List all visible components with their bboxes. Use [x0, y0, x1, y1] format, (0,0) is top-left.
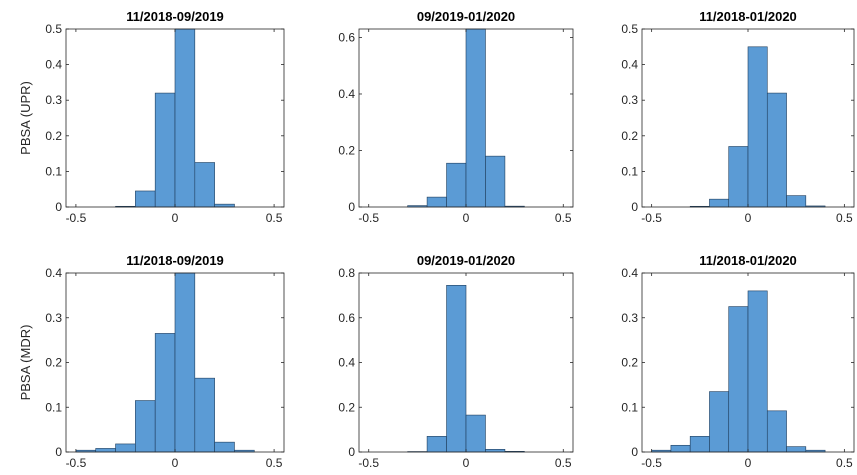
histogram-bar: [689, 436, 710, 453]
subplot-title: 11/2018-01/2020: [699, 253, 797, 268]
histogram-bar: [174, 272, 196, 453]
y-tick-label: 0: [631, 200, 638, 214]
y-tick-label: 0.1: [621, 164, 638, 178]
subplot-title: 11/2018-01/2020: [699, 9, 797, 24]
y-tick-label: 0.4: [338, 356, 355, 370]
subplot-5: -0.5 0 0.500.20.40.60.809/2019-01/2020: [338, 253, 574, 470]
histogram-bar: [747, 290, 768, 453]
x-tick-label: -0.5: [641, 211, 662, 225]
histogram-bar: [465, 414, 486, 453]
x-tick-label: -0.5: [66, 211, 87, 225]
x-tick-label: 0.5: [266, 211, 283, 225]
x-tick-label: 0: [745, 456, 752, 470]
histogram-bar: [747, 46, 768, 208]
histogram-bar: [465, 28, 486, 208]
x-tick-label: -0.5: [66, 456, 87, 470]
subplot-title: 09/2019-01/2020: [417, 253, 515, 268]
y-axis-label: PBSA (MDR): [18, 325, 33, 401]
histogram-bar: [115, 443, 136, 453]
x-tick-label: 0: [745, 211, 752, 225]
histogram-bar: [95, 448, 116, 453]
x-tick-label: 0.5: [836, 456, 853, 470]
x-tick-label: -0.5: [358, 456, 379, 470]
histogram-bar: [426, 196, 447, 208]
histogram-bar: [135, 400, 156, 453]
y-tick-label: 0.2: [621, 356, 638, 370]
histogram-bar: [426, 436, 447, 453]
y-tick-label: 0.1: [621, 400, 638, 414]
y-tick-label: 0.4: [621, 58, 638, 72]
x-tick-label: 0: [172, 456, 179, 470]
x-tick-label: 0.5: [836, 211, 853, 225]
x-tick-label: -0.5: [641, 456, 662, 470]
y-axis-label: PBSA (UPR): [18, 81, 33, 155]
subplot-title: 11/2018-09/2019: [126, 9, 224, 24]
histogram-bar: [766, 92, 787, 208]
histogram-bar: [786, 446, 807, 453]
histogram-bar: [485, 155, 506, 208]
x-tick-label: 0.5: [555, 211, 572, 225]
y-tick-label: 0.5: [45, 22, 62, 36]
x-tick-label: -0.5: [358, 211, 379, 225]
y-tick-label: 0: [631, 445, 638, 459]
y-tick-label: 0.4: [45, 58, 62, 72]
subplot-4: -0.5 0 0.5 0 0.1 0.2 0.3 0.4 11/2018-09/2019 PBSA…: [18, 253, 285, 470]
y-tick-label: 0.3: [621, 93, 638, 107]
x-tick-label: 0.5: [266, 456, 283, 470]
histogram-bar: [728, 146, 749, 208]
y-tick-label: 0.3: [45, 93, 62, 107]
y-tick-label: 0.2: [621, 129, 638, 143]
x-tick-label: 0: [172, 211, 179, 225]
histogram-bar: [446, 285, 467, 453]
histogram-bar: [214, 203, 235, 208]
subplot-3: -0.5 0 0.500.10.20.30.40.511/2018-01/2020: [621, 9, 855, 225]
y-tick-label: 0.8: [338, 266, 355, 280]
histogram-bar: [766, 410, 787, 453]
histogram-bar: [194, 377, 215, 453]
x-tick-label: 0.5: [555, 456, 572, 470]
subplot-2: -0.5 0 0.500.20.40.609/2019-01/2020: [338, 9, 574, 225]
y-tick-label: 0.6: [338, 30, 355, 44]
subplot-6: -0.5 0 0.500.10.20.30.411/2018-01/2020: [621, 253, 855, 470]
histogram-bar: [728, 306, 749, 453]
y-tick-label: 0.3: [621, 311, 638, 325]
histogram-bar: [194, 162, 215, 208]
histogram-bar: [154, 333, 176, 453]
y-tick-label: 0: [348, 200, 355, 214]
y-tick-label: 0.2: [45, 129, 62, 143]
histogram-bar: [670, 444, 691, 453]
y-tick-label: 0: [348, 445, 355, 459]
x-tick-label: 0: [463, 456, 470, 470]
y-tick-label: 0.4: [45, 266, 62, 280]
histogram-bar: [485, 449, 506, 453]
y-tick-label: 0.4: [338, 87, 355, 101]
histogram-bar: [154, 92, 176, 208]
histogram-bar: [786, 195, 807, 208]
y-tick-label: 0.1: [45, 400, 62, 414]
y-tick-label: 0.1: [45, 164, 62, 178]
y-tick-label: 0.2: [338, 400, 355, 414]
histogram-bar: [709, 391, 730, 453]
subplot-title: 11/2018-09/2019: [126, 253, 224, 268]
histogram-bar: [174, 28, 196, 208]
y-tick-label: 0.3: [45, 311, 62, 325]
y-tick-label: 0.2: [338, 143, 355, 157]
histogram-bar: [214, 441, 235, 453]
histogram-bar: [446, 162, 467, 208]
histogram-bar: [135, 190, 156, 208]
y-tick-label: 0: [55, 200, 62, 214]
subplot-1: -0.5 0 0.5 0 0.1 0.2 0.3 0.4 0.5 11/2018-09/2019 P…: [18, 9, 285, 225]
histogram-bar: [709, 198, 730, 208]
subplot-title: 09/2019-01/2020: [417, 9, 515, 24]
y-tick-label: 0.6: [338, 311, 355, 325]
y-tick-label: 0.2: [45, 356, 62, 370]
y-tick-label: 0.5: [621, 22, 638, 36]
y-tick-label: 0: [55, 445, 62, 459]
y-tick-label: 0.4: [621, 266, 638, 280]
x-tick-label: 0: [463, 211, 470, 225]
